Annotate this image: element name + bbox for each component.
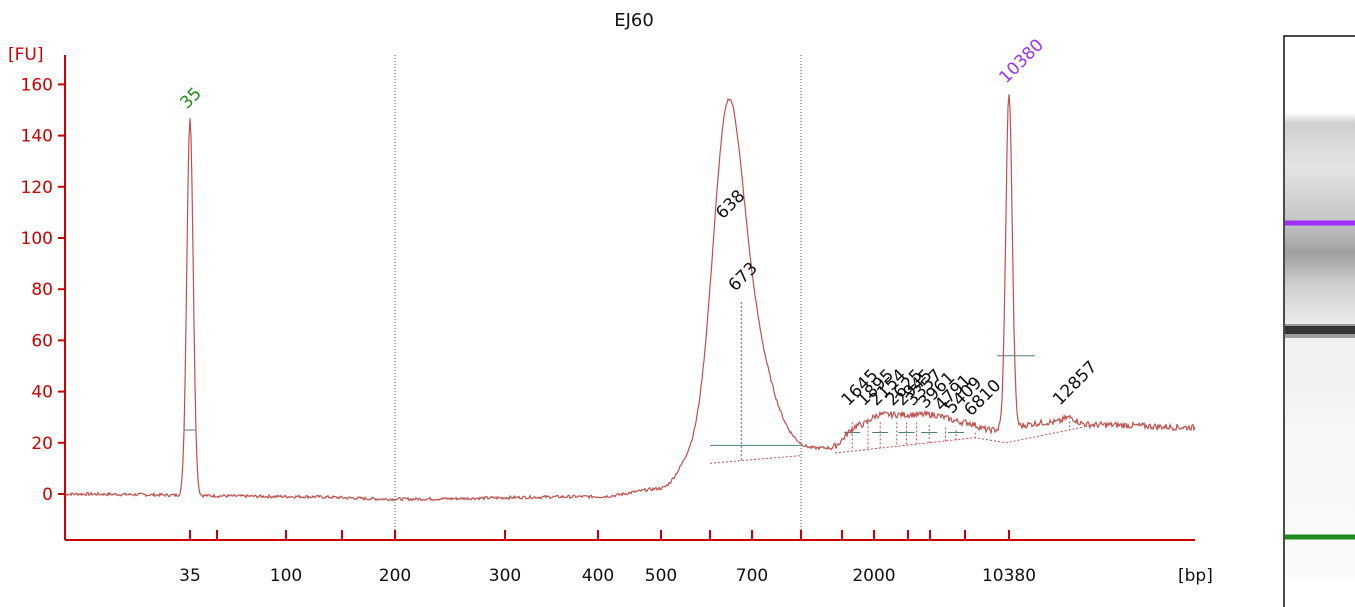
smear-baseline: [834, 424, 1094, 454]
x-tick-label-400: 400: [582, 566, 614, 586]
peak-label-673: 673: [725, 258, 762, 295]
x-tick-label-300: 300: [489, 566, 521, 586]
upper-marker-band: [1285, 220, 1355, 226]
y-tick-label-0: 0: [42, 485, 53, 505]
x-axis-label: [bp]: [1178, 566, 1213, 586]
y-tick-label-120: 120: [21, 178, 53, 198]
marker-label-10380: 10380: [995, 35, 1047, 87]
x-tick-label-35: 35: [179, 566, 201, 586]
x-ticks: 35 100 200 300 400 500 700 2000 10380: [179, 530, 1036, 586]
x-tick-label-2000: 2000: [852, 566, 895, 586]
x-tick-label-700: 700: [736, 566, 768, 586]
y-tick-label-80: 80: [31, 280, 53, 300]
sample-band: [1285, 326, 1355, 334]
peak-label-12857: 12857: [1049, 357, 1101, 409]
x-tick-label-10380: 10380: [982, 566, 1036, 586]
y-tick-label-100: 100: [21, 229, 53, 249]
peak-labels: 3510380638673164518952154262529453357396…: [176, 35, 1101, 420]
y-tick-label-20: 20: [31, 434, 53, 454]
x-tick-label-500: 500: [645, 566, 677, 586]
lower-marker-band: [1285, 534, 1355, 540]
gel-lane: [1283, 35, 1355, 607]
gel-lane-background: [1285, 37, 1355, 577]
y-tick-label-140: 140: [21, 127, 53, 147]
axes: [64, 55, 1195, 541]
y-tick-label-60: 60: [31, 331, 53, 351]
chart-title: EJ60: [614, 10, 654, 31]
peak-baselines: [184, 302, 1094, 464]
y-ticks: 0 20 40 60 80 100 120 140 160: [21, 75, 65, 505]
x-tick-label-100: 100: [270, 566, 302, 586]
main-peak-baseline: [709, 455, 802, 464]
grid-lines: [394, 55, 802, 540]
marker-label-35: 35: [176, 84, 205, 113]
x-tick-label-200: 200: [379, 566, 411, 586]
y-axis-label: [FU]: [8, 45, 44, 65]
y-tick-label-40: 40: [31, 383, 53, 403]
y-tick-label-160: 160: [21, 75, 53, 95]
signal-trace: [64, 94, 1196, 502]
